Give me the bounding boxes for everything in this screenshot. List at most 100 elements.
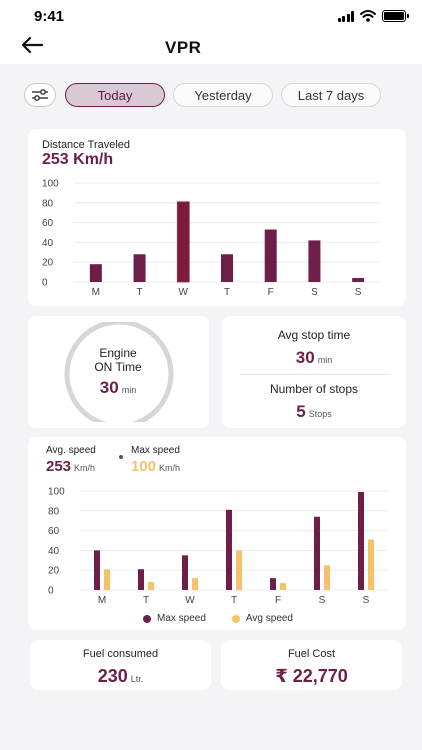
fuel-consumed-card: Fuel consumed 230 Ltr.: [30, 640, 211, 690]
legend-max-speed: Max speed: [143, 613, 206, 624]
max-speed-bar: [138, 569, 144, 590]
y-tick-label: 20: [48, 566, 60, 577]
app-bar: VPR: [0, 30, 422, 64]
avg-speed-bar: [324, 565, 330, 590]
max-speed-bar: [314, 516, 320, 590]
max-speed-value: 100 Km/h: [131, 458, 181, 475]
speed-bar-chart: 0 20 40 60 80 100 M T W T F S S: [48, 487, 388, 606]
avg-stop-time-value: 30 min: [295, 348, 333, 367]
avg-stop-time-label: Avg stop time: [277, 328, 351, 342]
avg-speed-bar: [148, 582, 154, 590]
y-tick-label: 40: [48, 546, 60, 557]
max-speed-bar: [94, 550, 100, 590]
speed-card: Avg. speed 253 Km/h Max speed 100 Km/h 0 20…: [28, 437, 406, 630]
x-tick-label: W: [179, 287, 189, 298]
x-tick-label: M: [98, 595, 106, 606]
max-speed-bar: [226, 509, 232, 590]
distance-bar-chart: 0 20 40 60 80 100 M T W T F S S: [42, 179, 380, 298]
y-tick-label: 0: [48, 586, 54, 597]
distance-value: 253 Km/h: [42, 151, 114, 168]
avg-speed-bar: [368, 539, 374, 590]
y-tick-label: 80: [42, 198, 54, 209]
avg-speed-bar: [236, 550, 242, 590]
avg-stop-time: Avg stop time 30 min: [222, 328, 406, 368]
legend-avg-dot: [231, 614, 240, 623]
stops-card: Avg stop time 30 min Number of stops 5 Sto…: [222, 316, 406, 428]
status-icons: [337, 10, 409, 22]
fuel-consumed-label: Fuel consumed: [82, 648, 159, 660]
distance-label: Distance Traveled: [42, 139, 131, 151]
filter-chip-yesterday[interactable]: Yesterday: [173, 83, 273, 107]
distance-bar: [176, 201, 190, 283]
speed-separator-dot: [119, 455, 123, 459]
y-tick-label: 100: [48, 487, 65, 498]
stops-divider: [240, 374, 390, 375]
stops-count-label: Number of stops: [269, 382, 359, 396]
back-arrow-icon[interactable]: [20, 34, 44, 56]
distance-bar: [352, 278, 365, 282]
status-bar: 9:41: [0, 0, 422, 30]
y-tick-label: 0: [42, 278, 48, 289]
distance-bar: [89, 264, 102, 282]
engine-label: Engine: [99, 346, 137, 360]
sliders-icon: [32, 89, 48, 101]
x-tick-label: T: [143, 595, 149, 606]
x-tick-label: F: [268, 287, 274, 298]
y-tick-label: 60: [48, 526, 60, 537]
x-tick-label: S: [363, 595, 370, 606]
max-speed-label: Max speed: [131, 445, 180, 456]
legend-avg-label: Avg speed: [245, 613, 293, 624]
engine-on-time-value: 30 min: [99, 378, 137, 397]
x-tick-label: S: [311, 287, 318, 298]
y-tick-label: 100: [42, 179, 59, 190]
avg-speed-value: 253 Km/h: [46, 458, 96, 475]
x-tick-label: F: [275, 595, 281, 606]
battery-icon: [382, 10, 409, 22]
filter-chip-today[interactable]: Today: [65, 83, 165, 107]
stops-count: Number of stops 5 Stops: [222, 382, 406, 422]
y-tick-label: 20: [42, 258, 54, 269]
filter-chip-last-7-days[interactable]: Last 7 days: [281, 83, 381, 107]
fuel-cost-label: Fuel Cost: [287, 648, 336, 660]
legend-max-label: Max speed: [157, 613, 206, 624]
engine-on-time-label: ON Time: [94, 360, 142, 374]
fuel-cost-card: Fuel Cost ₹ 22,770: [221, 640, 402, 690]
status-time: 9:41: [34, 8, 65, 25]
x-tick-label: T: [224, 287, 230, 298]
distance-bar: [308, 240, 321, 282]
distance-card: Distance Traveled 253 Km/h 0 20 40 60 80 100 M…: [28, 129, 406, 306]
speed-legend: Max speed Avg speed: [28, 613, 408, 624]
page-title: VPR: [165, 38, 202, 57]
max-speed-bar: [182, 555, 188, 590]
engine-card: Engine ON Time 30 min: [28, 316, 209, 428]
stops-count-value: 5 Stops: [296, 402, 332, 421]
avg-speed-bar: [104, 569, 110, 590]
wifi-icon: [360, 10, 376, 22]
legend-avg-speed: Avg speed: [231, 613, 293, 624]
max-speed-block: Max speed 100 Km/h: [131, 445, 180, 475]
max-speed-bar: [270, 578, 276, 590]
y-tick-label: 80: [48, 506, 60, 517]
fuel-cost-value: ₹ 22,770: [275, 666, 348, 686]
filter-settings-button[interactable]: [24, 83, 56, 107]
distance-bar: [264, 229, 277, 282]
avg-speed-block: Avg. speed 253 Km/h: [46, 445, 96, 475]
x-tick-label: S: [355, 287, 362, 298]
signal-icon: [337, 10, 354, 22]
x-tick-label: W: [185, 595, 195, 606]
x-tick-label: S: [319, 595, 326, 606]
y-tick-label: 60: [42, 218, 54, 229]
y-tick-label: 40: [42, 238, 54, 249]
avg-speed-label: Avg. speed: [46, 445, 96, 456]
x-tick-label: M: [92, 287, 100, 298]
engine-text: Engine ON Time 30 min: [68, 346, 168, 398]
x-tick-label: T: [231, 595, 237, 606]
distance-bar: [133, 254, 146, 282]
avg-speed-bar: [192, 578, 198, 590]
fuel-consumed-value: 230 Ltr.: [97, 666, 144, 686]
avg-speed-bar: [280, 583, 286, 590]
legend-max-dot: [143, 614, 151, 623]
distance-bar: [221, 254, 233, 282]
max-speed-bar: [358, 491, 364, 590]
filter-bar: Today Yesterday Last 7 days: [24, 83, 404, 107]
